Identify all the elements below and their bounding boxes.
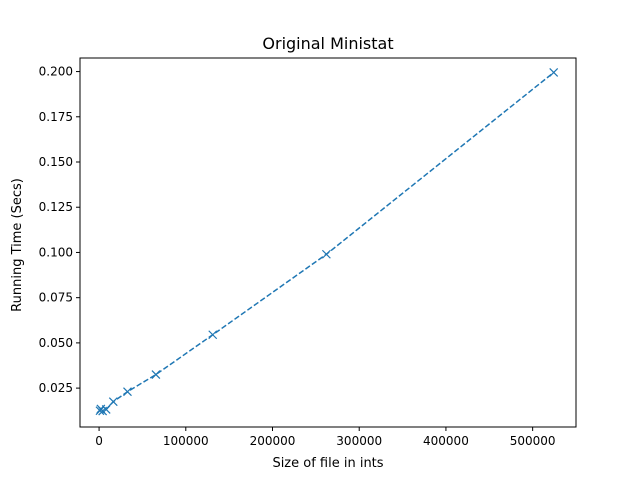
y-axis-ticks: 0.025 0.050 0.075 0.100 0.125 0.150 0.175 0.200: [39, 65, 80, 395]
x-axis-ticks: 0 100000 200000 300000 400000 500000: [95, 427, 556, 448]
chart-title: Original Ministat: [262, 34, 393, 53]
y-tick-label: 0.175: [39, 110, 73, 124]
y-tick-label: 0.025: [39, 381, 73, 395]
data-point-marker: [151, 370, 161, 379]
plot-series: [95, 68, 559, 416]
x-tick-label: 200000: [250, 434, 296, 448]
y-tick-label: 0.050: [39, 336, 73, 350]
x-tick-label: 100000: [163, 434, 209, 448]
y-tick-label: 0.100: [39, 245, 73, 259]
x-tick-label: 0: [95, 434, 103, 448]
plot-frame: [79, 57, 577, 428]
data-point-marker: [101, 405, 111, 414]
x-axis-label: Size of file in ints: [272, 456, 383, 471]
y-axis-label: Running Time (Secs): [10, 178, 25, 312]
data-point-marker: [321, 249, 331, 259]
series-line: [99, 71, 555, 413]
data-point-marker: [549, 68, 559, 77]
y-tick-label: 0.150: [39, 155, 73, 169]
y-tick-label: 0.200: [39, 65, 73, 79]
data-point-marker: [208, 330, 218, 340]
data-point-marker: [123, 387, 132, 397]
x-tick-label: 500000: [510, 434, 556, 448]
y-tick-label: 0.125: [39, 200, 73, 214]
x-tick-label: 400000: [423, 434, 469, 448]
x-tick-label: 300000: [336, 434, 382, 448]
data-point-marker: [108, 397, 118, 407]
y-tick-label: 0.075: [39, 291, 73, 305]
